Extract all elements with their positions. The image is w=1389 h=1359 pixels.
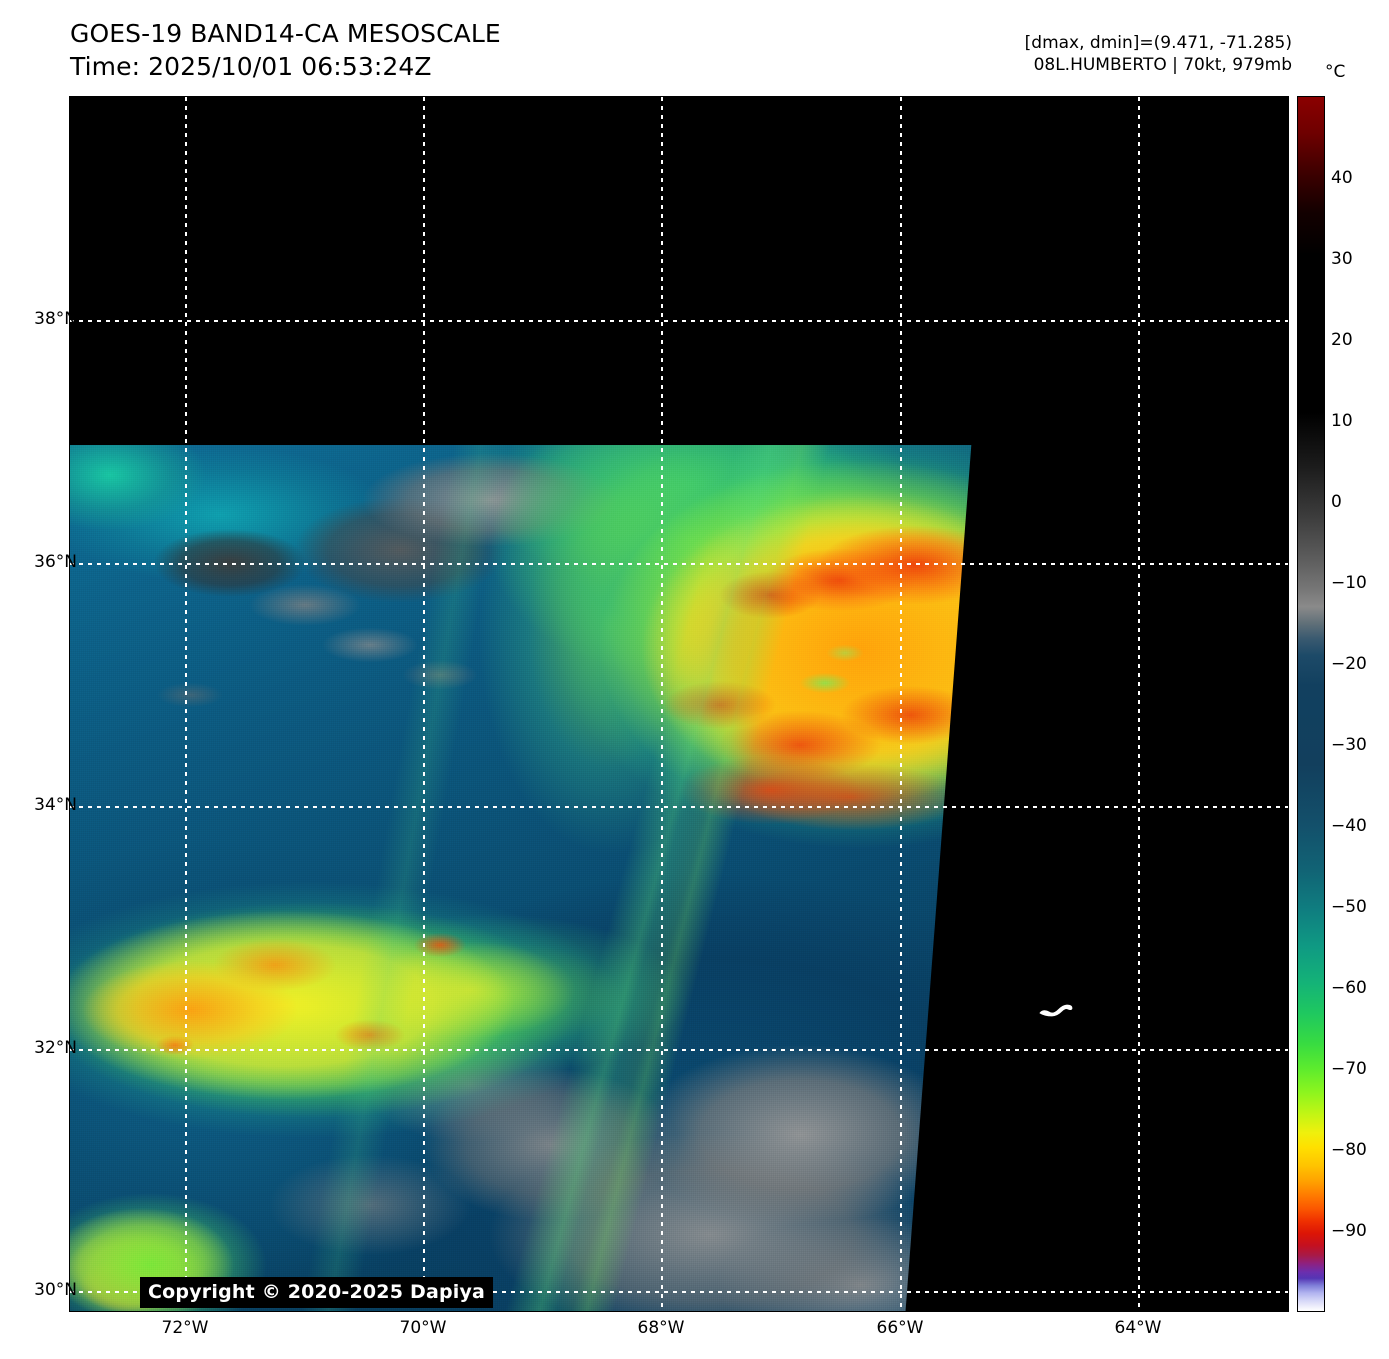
pixel-texture-layer	[70, 445, 972, 1311]
colorbar-tick-m20: −20	[1331, 654, 1367, 674]
satellite-swath	[70, 445, 972, 1311]
x-tick-70w: 70°W	[399, 1318, 447, 1338]
satellite-image-plot[interactable]: Copyright © 2020-2025 Dapiya	[69, 96, 1289, 1312]
bermuda-island-icon	[1039, 1004, 1073, 1017]
colorbar-tick-30: 30	[1331, 249, 1353, 269]
colorbar-unit-label: °C	[1325, 62, 1346, 82]
timestamp-label: Time: 2025/10/01 06:53:24Z	[70, 51, 432, 81]
south-convective-cell	[70, 445, 972, 1311]
x-tick-72w: 72°W	[161, 1318, 209, 1338]
colorbar-gradient	[1298, 97, 1324, 1311]
y-tick-34n: 34°N	[34, 795, 77, 815]
y-tick-38n: 38°N	[34, 309, 77, 329]
plot-clip	[70, 97, 1288, 1311]
colorbar-tick-20: 20	[1331, 330, 1353, 350]
colorbar-tick-m90: −90	[1331, 1221, 1367, 1241]
metadata-block: [dmax, dmin]=(9.471, -71.285) 08L.HUMBER…	[1025, 32, 1292, 77]
y-tick-36n: 36°N	[34, 552, 77, 572]
x-tick-64w: 64°W	[1114, 1318, 1162, 1338]
colorbar-tick-m30: −30	[1331, 735, 1367, 755]
title-block: GOES-19 BAND14-CA MESOSCALE Time: 2025/1…	[70, 18, 501, 83]
storm-info-label: 08L.HUMBERTO | 70kt, 979mb	[1033, 55, 1292, 76]
page-title: GOES-19 BAND14-CA MESOSCALE	[70, 19, 501, 48]
y-tick-32n: 32°N	[34, 1038, 77, 1058]
colorbar-tick-m50: −50	[1331, 897, 1367, 917]
gridline-lat-38n	[70, 320, 1288, 322]
y-tick-30n: 30°N	[34, 1280, 77, 1300]
colorbar-tick-40: 40	[1331, 168, 1353, 188]
x-tick-66w: 66°W	[876, 1318, 924, 1338]
colorbar-tick-10: 10	[1331, 411, 1353, 431]
colorbar[interactable]	[1297, 96, 1325, 1312]
dmax-dmin-label: [dmax, dmin]=(9.471, -71.285)	[1024, 33, 1292, 53]
x-tick-68w: 68°W	[637, 1318, 685, 1338]
colorbar-tick-m80: −80	[1331, 1140, 1367, 1160]
colorbar-tick-0: 0	[1331, 492, 1342, 512]
colorbar-tick-m60: −60	[1331, 978, 1367, 998]
colorbar-tick-m70: −70	[1331, 1059, 1367, 1079]
colorbar-tick-m10: −10	[1331, 573, 1367, 593]
copyright-badge: Copyright © 2020-2025 Dapiya	[140, 1277, 494, 1308]
cirrus-streak-layer	[70, 445, 972, 1311]
gridline-lon-64w	[1138, 97, 1140, 1311]
colorbar-tick-m40: −40	[1331, 816, 1367, 836]
